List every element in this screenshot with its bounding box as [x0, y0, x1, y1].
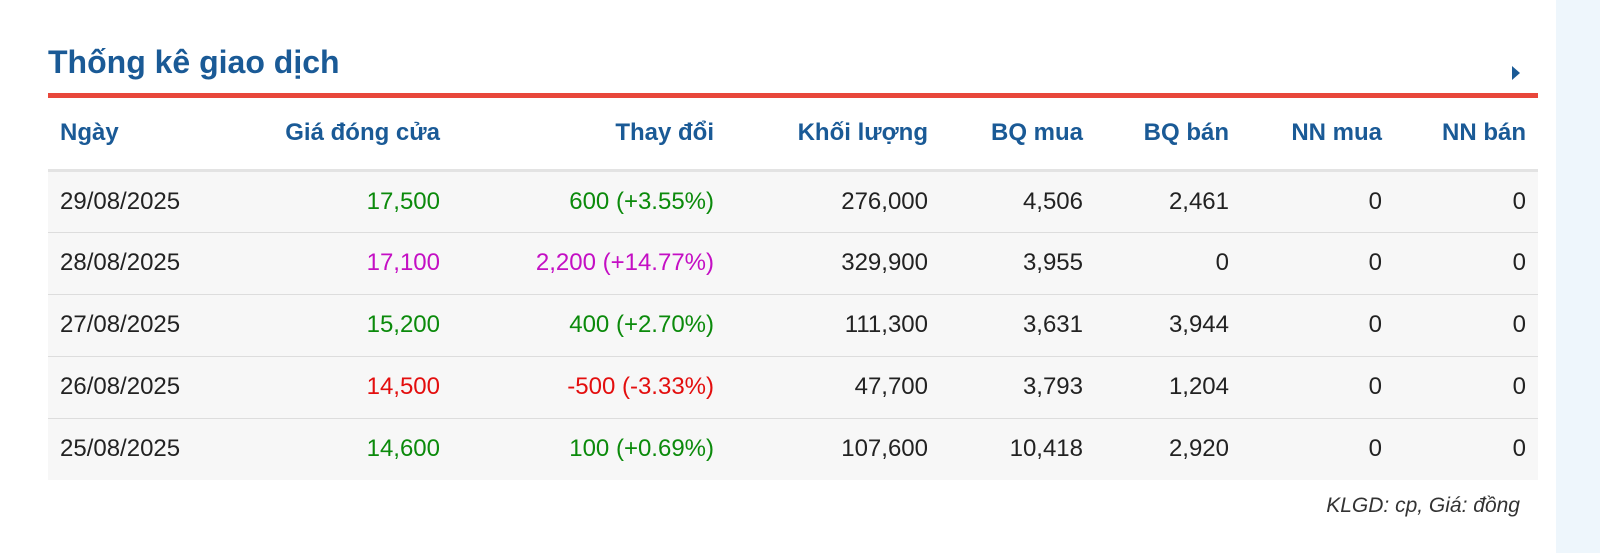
cell-close: 15,200 — [226, 294, 440, 357]
panel-title: Thống kê giao dịch — [48, 44, 340, 80]
table-row: 27/08/2025 15,200 400 (+2.70%) 111,300 3… — [48, 294, 1538, 357]
cell-foreign-buy: 0 — [1229, 170, 1382, 233]
cell-volume: 111,300 — [714, 294, 928, 357]
cell-change: 600 (+3.55%) — [440, 170, 714, 233]
trading-stats-table: Ngày Giá đóng cửa Thay đổi Khối lượng BQ… — [48, 98, 1538, 480]
cell-avg-buy: 3,631 — [928, 294, 1083, 357]
table-row: 25/08/2025 14,600 100 (+0.69%) 107,600 1… — [48, 418, 1538, 480]
cell-avg-sell: 0 — [1083, 232, 1229, 295]
table-header-row: Ngày Giá đóng cửa Thay đổi Khối lượng BQ… — [48, 98, 1538, 172]
panel-header: Thống kê giao dịch — [48, 30, 1538, 98]
cell-avg-buy: 10,418 — [1009, 435, 1083, 463]
cell-volume: 329,900 — [714, 232, 928, 295]
cell-date: 26/08/2025 — [48, 356, 226, 419]
cell-close: 14,500 — [226, 356, 440, 419]
cell-date: 25/08/2025 — [60, 435, 181, 463]
cell-avg-buy: 3,793 — [928, 356, 1083, 419]
col-header-foreign-buy: NN mua — [1229, 98, 1382, 172]
cell-foreign-sell: 0 — [1382, 294, 1538, 357]
cell-volume: 47,700 — [714, 356, 928, 419]
cell-avg-sell: 1,204 — [1083, 356, 1229, 419]
cell-volume: 276,000 — [714, 170, 928, 233]
table-row: 29/08/2025 17,500 600 (+3.55%) 276,000 4… — [48, 170, 1538, 233]
cell-foreign-sell: 0 — [1382, 232, 1538, 295]
cell-change: 400 (+2.70%) — [440, 294, 714, 357]
cell-foreign-buy: 0 — [1229, 294, 1382, 357]
cell-change: 2,200 (+14.77%) — [440, 232, 714, 295]
cell-date: 27/08/2025 — [48, 294, 226, 357]
caret-right-icon[interactable] — [1512, 66, 1520, 80]
cell-foreign-sell: 0 — [1382, 356, 1538, 419]
cell-foreign-sell: 0 — [1382, 170, 1538, 233]
cell-volume: 107,600 — [841, 435, 928, 463]
units-note: KLGD: cp, Giá: đồng — [1326, 494, 1520, 517]
cell-foreign-sell: 0 — [1512, 435, 1526, 463]
cell-avg-sell: 3,944 — [1083, 294, 1229, 357]
cell-avg-sell: 2,461 — [1083, 170, 1229, 233]
table-row: 28/08/2025 17,100 2,200 (+14.77%) 329,90… — [48, 232, 1538, 295]
col-header-close: Giá đóng cửa — [226, 98, 440, 172]
trading-stats-panel: Thống kê giao dịch Ngày Giá đóng cửa Tha… — [48, 30, 1538, 518]
cell-foreign-buy: 0 — [1229, 232, 1382, 295]
col-header-volume: Khối lượng — [714, 98, 928, 172]
cell-avg-buy: 3,955 — [928, 232, 1083, 295]
cell-avg-sell: 2,920 — [1168, 435, 1229, 463]
cell-close: 17,500 — [226, 170, 440, 233]
col-header-avg-sell: BQ bán — [1083, 98, 1229, 172]
cell-date: 29/08/2025 — [48, 170, 226, 233]
col-header-date: Ngày — [48, 98, 226, 172]
cell-close: 14,600 — [366, 435, 440, 463]
cell-close: 17,100 — [226, 232, 440, 295]
cell-date: 28/08/2025 — [48, 232, 226, 295]
col-header-change: Thay đổi — [440, 98, 714, 172]
cell-change: -500 (-3.33%) — [440, 356, 714, 419]
cell-foreign-buy: 0 — [1368, 435, 1382, 463]
cell-foreign-buy: 0 — [1229, 356, 1382, 419]
col-header-avg-buy: BQ mua — [928, 98, 1083, 172]
cell-avg-buy: 4,506 — [928, 170, 1083, 233]
col-header-foreign-sell: NN bán — [1382, 98, 1538, 172]
right-side-strip — [1556, 0, 1600, 553]
table-row: 26/08/2025 14,500 -500 (-3.33%) 47,700 3… — [48, 356, 1538, 419]
cell-change: 100 (+0.69%) — [569, 435, 714, 463]
